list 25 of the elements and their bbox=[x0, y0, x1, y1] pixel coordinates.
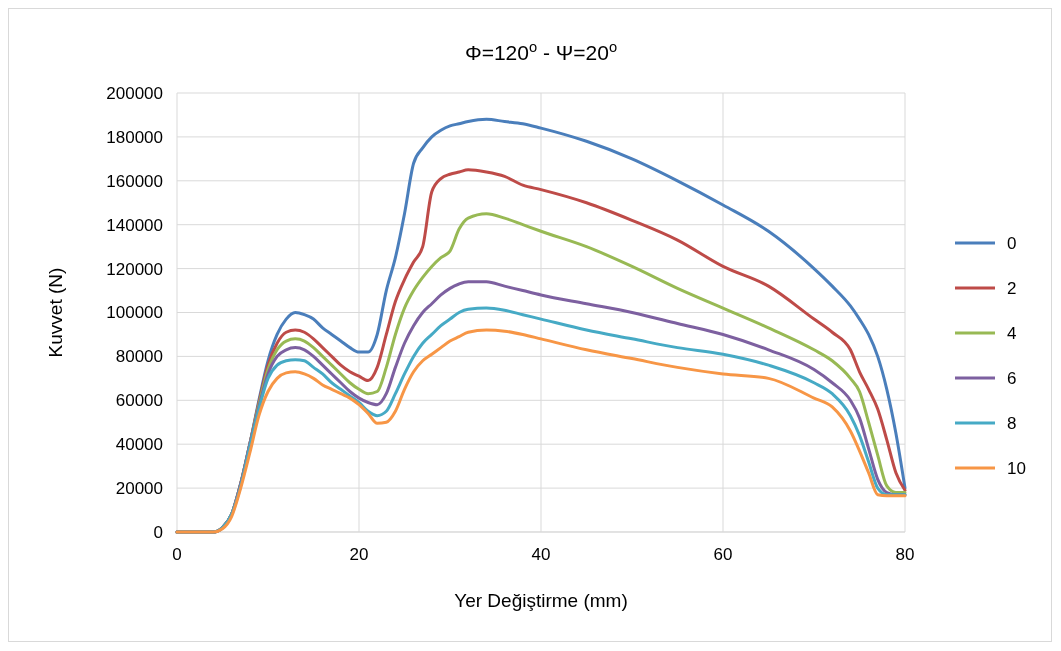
legend-label: 6 bbox=[1007, 368, 1017, 388]
y-tick-label: 40000 bbox=[115, 435, 163, 455]
y-tick-label: 140000 bbox=[106, 215, 163, 235]
x-tick-label: 0 bbox=[172, 545, 182, 564]
y-tick-label: 180000 bbox=[106, 127, 163, 147]
x-tick-label: 60 bbox=[713, 545, 733, 564]
y-tick-label: 160000 bbox=[106, 171, 163, 191]
y-tick-label: 0 bbox=[153, 522, 163, 542]
legend-label: 2 bbox=[1007, 278, 1017, 298]
y-tick-label: 20000 bbox=[115, 479, 163, 499]
legend-label: 8 bbox=[1007, 413, 1017, 433]
x-tick-label: 20 bbox=[349, 545, 369, 564]
y-axis-title: Kuvvet (N) bbox=[45, 267, 66, 358]
y-tick-label: 100000 bbox=[106, 303, 163, 323]
y-tick-label: 120000 bbox=[106, 259, 163, 279]
x-tick-label: 40 bbox=[531, 545, 551, 564]
legend-label: 10 bbox=[1007, 458, 1026, 478]
y-tick-label: 60000 bbox=[115, 391, 163, 411]
legend-label: 4 bbox=[1007, 323, 1017, 343]
chart-title: Φ=120$^{o}$ - Ψ=20$^{o}$ bbox=[464, 39, 618, 64]
x-axis-title: Yer Değiştirme (mm) bbox=[454, 590, 628, 611]
x-tick-label: 80 bbox=[895, 545, 915, 564]
y-tick-label: 80000 bbox=[115, 347, 163, 367]
y-tick-label: 200000 bbox=[106, 83, 163, 103]
legend-label: 0 bbox=[1007, 233, 1017, 253]
